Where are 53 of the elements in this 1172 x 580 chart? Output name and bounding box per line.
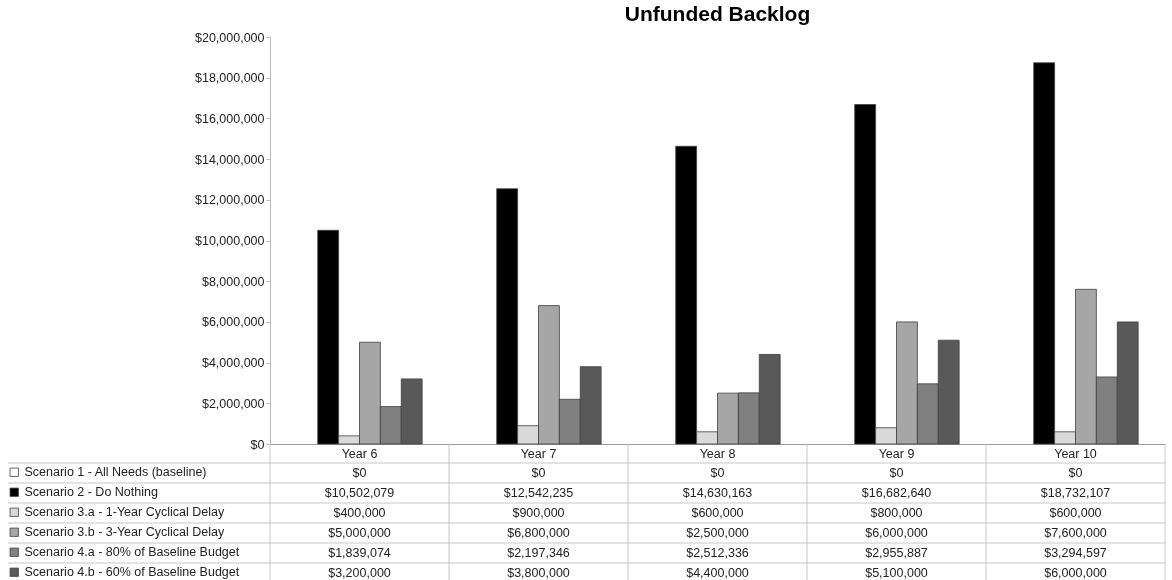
data-label: $900,000 — [512, 506, 565, 520]
data-label: $600,000 — [691, 506, 744, 520]
data-label: $3,294,597 — [1044, 546, 1107, 560]
legend-label: Scenario 4.b - 60% of Baseline Budget — [24, 565, 240, 580]
data-label: $2,512,336 — [686, 546, 749, 560]
y-tick-label: $16,000,000 — [194, 111, 265, 126]
data-label: $6,000,000 — [865, 526, 928, 540]
chart-title: Unfunded Backlog — [624, 2, 811, 25]
y-tick-label: $14,000,000 — [194, 152, 265, 167]
data-label: $0 — [710, 466, 725, 480]
x-tick-label: Year 7 — [520, 446, 557, 461]
y-tick-label: $12,000,000 — [194, 193, 265, 208]
data-label: $2,197,346 — [507, 546, 570, 560]
data-label: $5,000,000 — [328, 526, 391, 540]
data-label: $5,100,000 — [865, 566, 928, 580]
x-tick-label: Year 6 — [341, 446, 378, 461]
data-label: $0 — [531, 466, 546, 480]
data-label: $12,542,235 — [503, 486, 574, 500]
y-tick-label: $0 — [250, 437, 265, 452]
data-label: $14,630,163 — [682, 486, 753, 500]
data-label: $1,839,074 — [328, 546, 391, 560]
legend-label: Scenario 2 - Do Nothing — [24, 485, 158, 500]
data-label: $3,200,000 — [328, 566, 391, 580]
data-label: $6,000,000 — [1044, 566, 1107, 580]
y-tick-label: $10,000,000 — [194, 234, 265, 248]
legend-label: Scenario 3.b - 3-Year Cyclical Delay — [24, 525, 225, 540]
data-label: $7,600,000 — [1044, 526, 1107, 540]
data-label: $800,000 — [870, 506, 923, 520]
data-label: $600,000 — [1049, 506, 1102, 520]
legend-label: Scenario 1 - All Needs (baseline) — [24, 465, 207, 480]
y-tick-label: $8,000,000 — [201, 274, 265, 289]
data-label: $16,682,640 — [861, 486, 932, 500]
y-tick-label: $4,000,000 — [201, 356, 265, 371]
data-label: $4,400,000 — [686, 566, 749, 580]
data-label: $2,500,000 — [686, 526, 749, 540]
data-label: $3,800,000 — [507, 566, 570, 580]
data-label: $18,732,107 — [1040, 486, 1111, 500]
data-label: $10,502,079 — [324, 486, 395, 500]
data-label: $0 — [1068, 466, 1083, 480]
data-label: $400,000 — [333, 506, 386, 520]
legend-label: Scenario 4.a - 80% of Baseline Budget — [24, 545, 240, 560]
y-tick-label: $6,000,000 — [201, 315, 265, 330]
data-label: $0 — [889, 466, 904, 480]
data-label: $6,800,000 — [507, 526, 570, 540]
data-label: $2,955,887 — [865, 546, 928, 560]
legend-label: Scenario 3.a - 1-Year Cyclical Delay — [24, 505, 225, 520]
data-label: $0 — [352, 466, 367, 480]
x-tick-label: Year 8 — [699, 446, 736, 461]
x-tick-label: Year 10 — [1054, 446, 1097, 461]
y-tick-label: $2,000,000 — [201, 396, 265, 411]
y-tick-label: $18,000,000 — [194, 71, 265, 86]
y-tick-label: $20,000,000 — [194, 30, 265, 45]
x-tick-label: Year 9 — [878, 446, 915, 461]
